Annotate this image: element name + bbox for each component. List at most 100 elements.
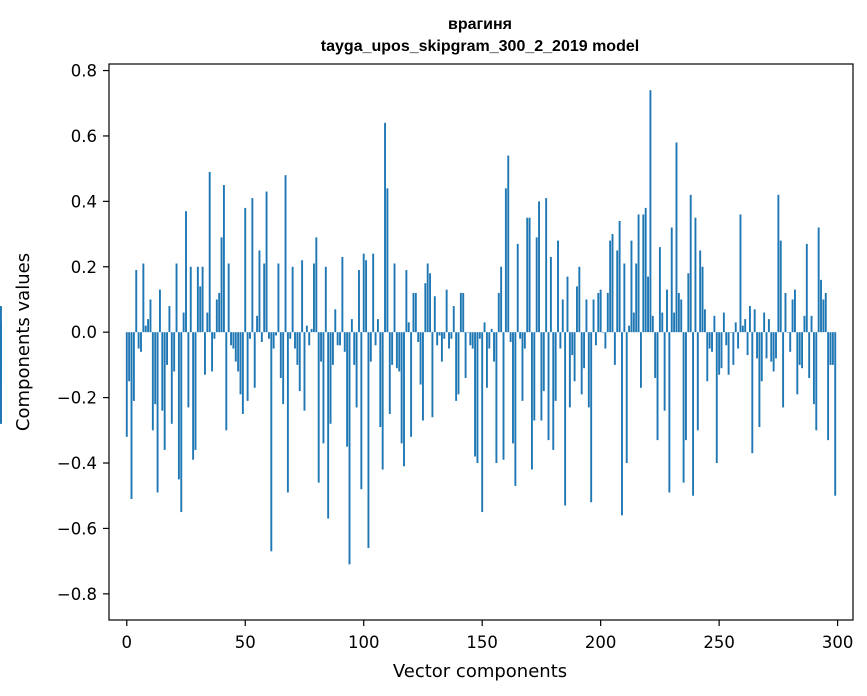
bar [649, 90, 652, 333]
bar [258, 250, 261, 333]
bar [199, 286, 202, 333]
bar [452, 306, 455, 333]
bar [322, 332, 325, 444]
bar [225, 332, 228, 431]
bar [663, 332, 666, 411]
bar [353, 332, 356, 365]
bar [623, 263, 626, 333]
bar [0, 306, 2, 333]
bar [196, 266, 199, 333]
bar [334, 309, 337, 333]
bar [125, 332, 128, 437]
bar [403, 332, 405, 467]
bar [289, 332, 292, 339]
y-tick-label: 0.0 [71, 323, 97, 342]
bar [239, 332, 242, 395]
bar [820, 279, 822, 333]
bar [256, 315, 259, 333]
bar [656, 332, 659, 441]
bar [412, 292, 415, 333]
bar [808, 332, 811, 378]
x-axis-label: Vector components [393, 661, 567, 682]
bar [545, 198, 548, 333]
bar [711, 332, 713, 352]
bar [372, 253, 375, 333]
bar [265, 191, 268, 333]
bar [786, 332, 789, 333]
bar [384, 122, 386, 333]
bar [448, 332, 450, 349]
bar [459, 292, 462, 333]
bar [358, 270, 360, 333]
bar [483, 322, 486, 333]
bar [173, 332, 176, 372]
bar [497, 292, 500, 333]
bar [512, 332, 514, 444]
bar [142, 263, 145, 333]
bar [488, 332, 491, 349]
bar [168, 306, 171, 333]
bar [471, 332, 474, 349]
bar [422, 332, 424, 421]
bar [277, 263, 280, 333]
bar [301, 260, 304, 333]
bar [478, 332, 481, 339]
bar [310, 328, 313, 333]
bar [156, 332, 159, 493]
bar [587, 332, 590, 408]
bar [741, 325, 744, 333]
bar [315, 237, 318, 333]
bar [298, 332, 301, 392]
bar [713, 315, 716, 333]
bar [576, 286, 578, 333]
bar [232, 332, 235, 349]
bar [734, 322, 737, 333]
bar [158, 289, 161, 333]
bar [294, 332, 296, 349]
bar [130, 332, 133, 499]
bar [794, 289, 796, 333]
x-axis-ticks: 0 50 100 150 200 250 300 [122, 620, 853, 652]
bar [834, 332, 837, 496]
bar [379, 332, 382, 428]
bar [151, 332, 154, 431]
bar [182, 312, 185, 333]
bar [270, 332, 273, 552]
bar [457, 332, 460, 395]
bar [147, 319, 150, 333]
bar [597, 292, 600, 333]
bar [343, 332, 346, 352]
bar [360, 332, 363, 490]
bar [509, 332, 512, 342]
bar [613, 332, 616, 365]
bar [348, 332, 351, 565]
bar [282, 332, 285, 405]
bar [815, 332, 818, 431]
bar [611, 234, 614, 333]
bar [502, 332, 505, 460]
bar [784, 292, 787, 333]
bar [730, 332, 732, 333]
bar [677, 292, 680, 333]
bar [187, 332, 190, 408]
bar [438, 332, 441, 336]
y-axis-label: Components values [13, 253, 34, 431]
bar [222, 185, 225, 333]
bar [381, 332, 384, 470]
bar [230, 332, 232, 346]
bar [137, 332, 140, 349]
bar [822, 299, 825, 333]
bar [218, 292, 221, 333]
bar [519, 332, 522, 339]
bar [621, 332, 623, 516]
bar [824, 292, 827, 333]
bar [135, 270, 138, 333]
bar [718, 332, 721, 375]
bar [696, 332, 699, 431]
bar [639, 332, 642, 388]
bar [227, 263, 230, 333]
bar [398, 332, 401, 372]
bar [362, 253, 365, 333]
bar [180, 332, 183, 513]
bar [346, 332, 349, 447]
